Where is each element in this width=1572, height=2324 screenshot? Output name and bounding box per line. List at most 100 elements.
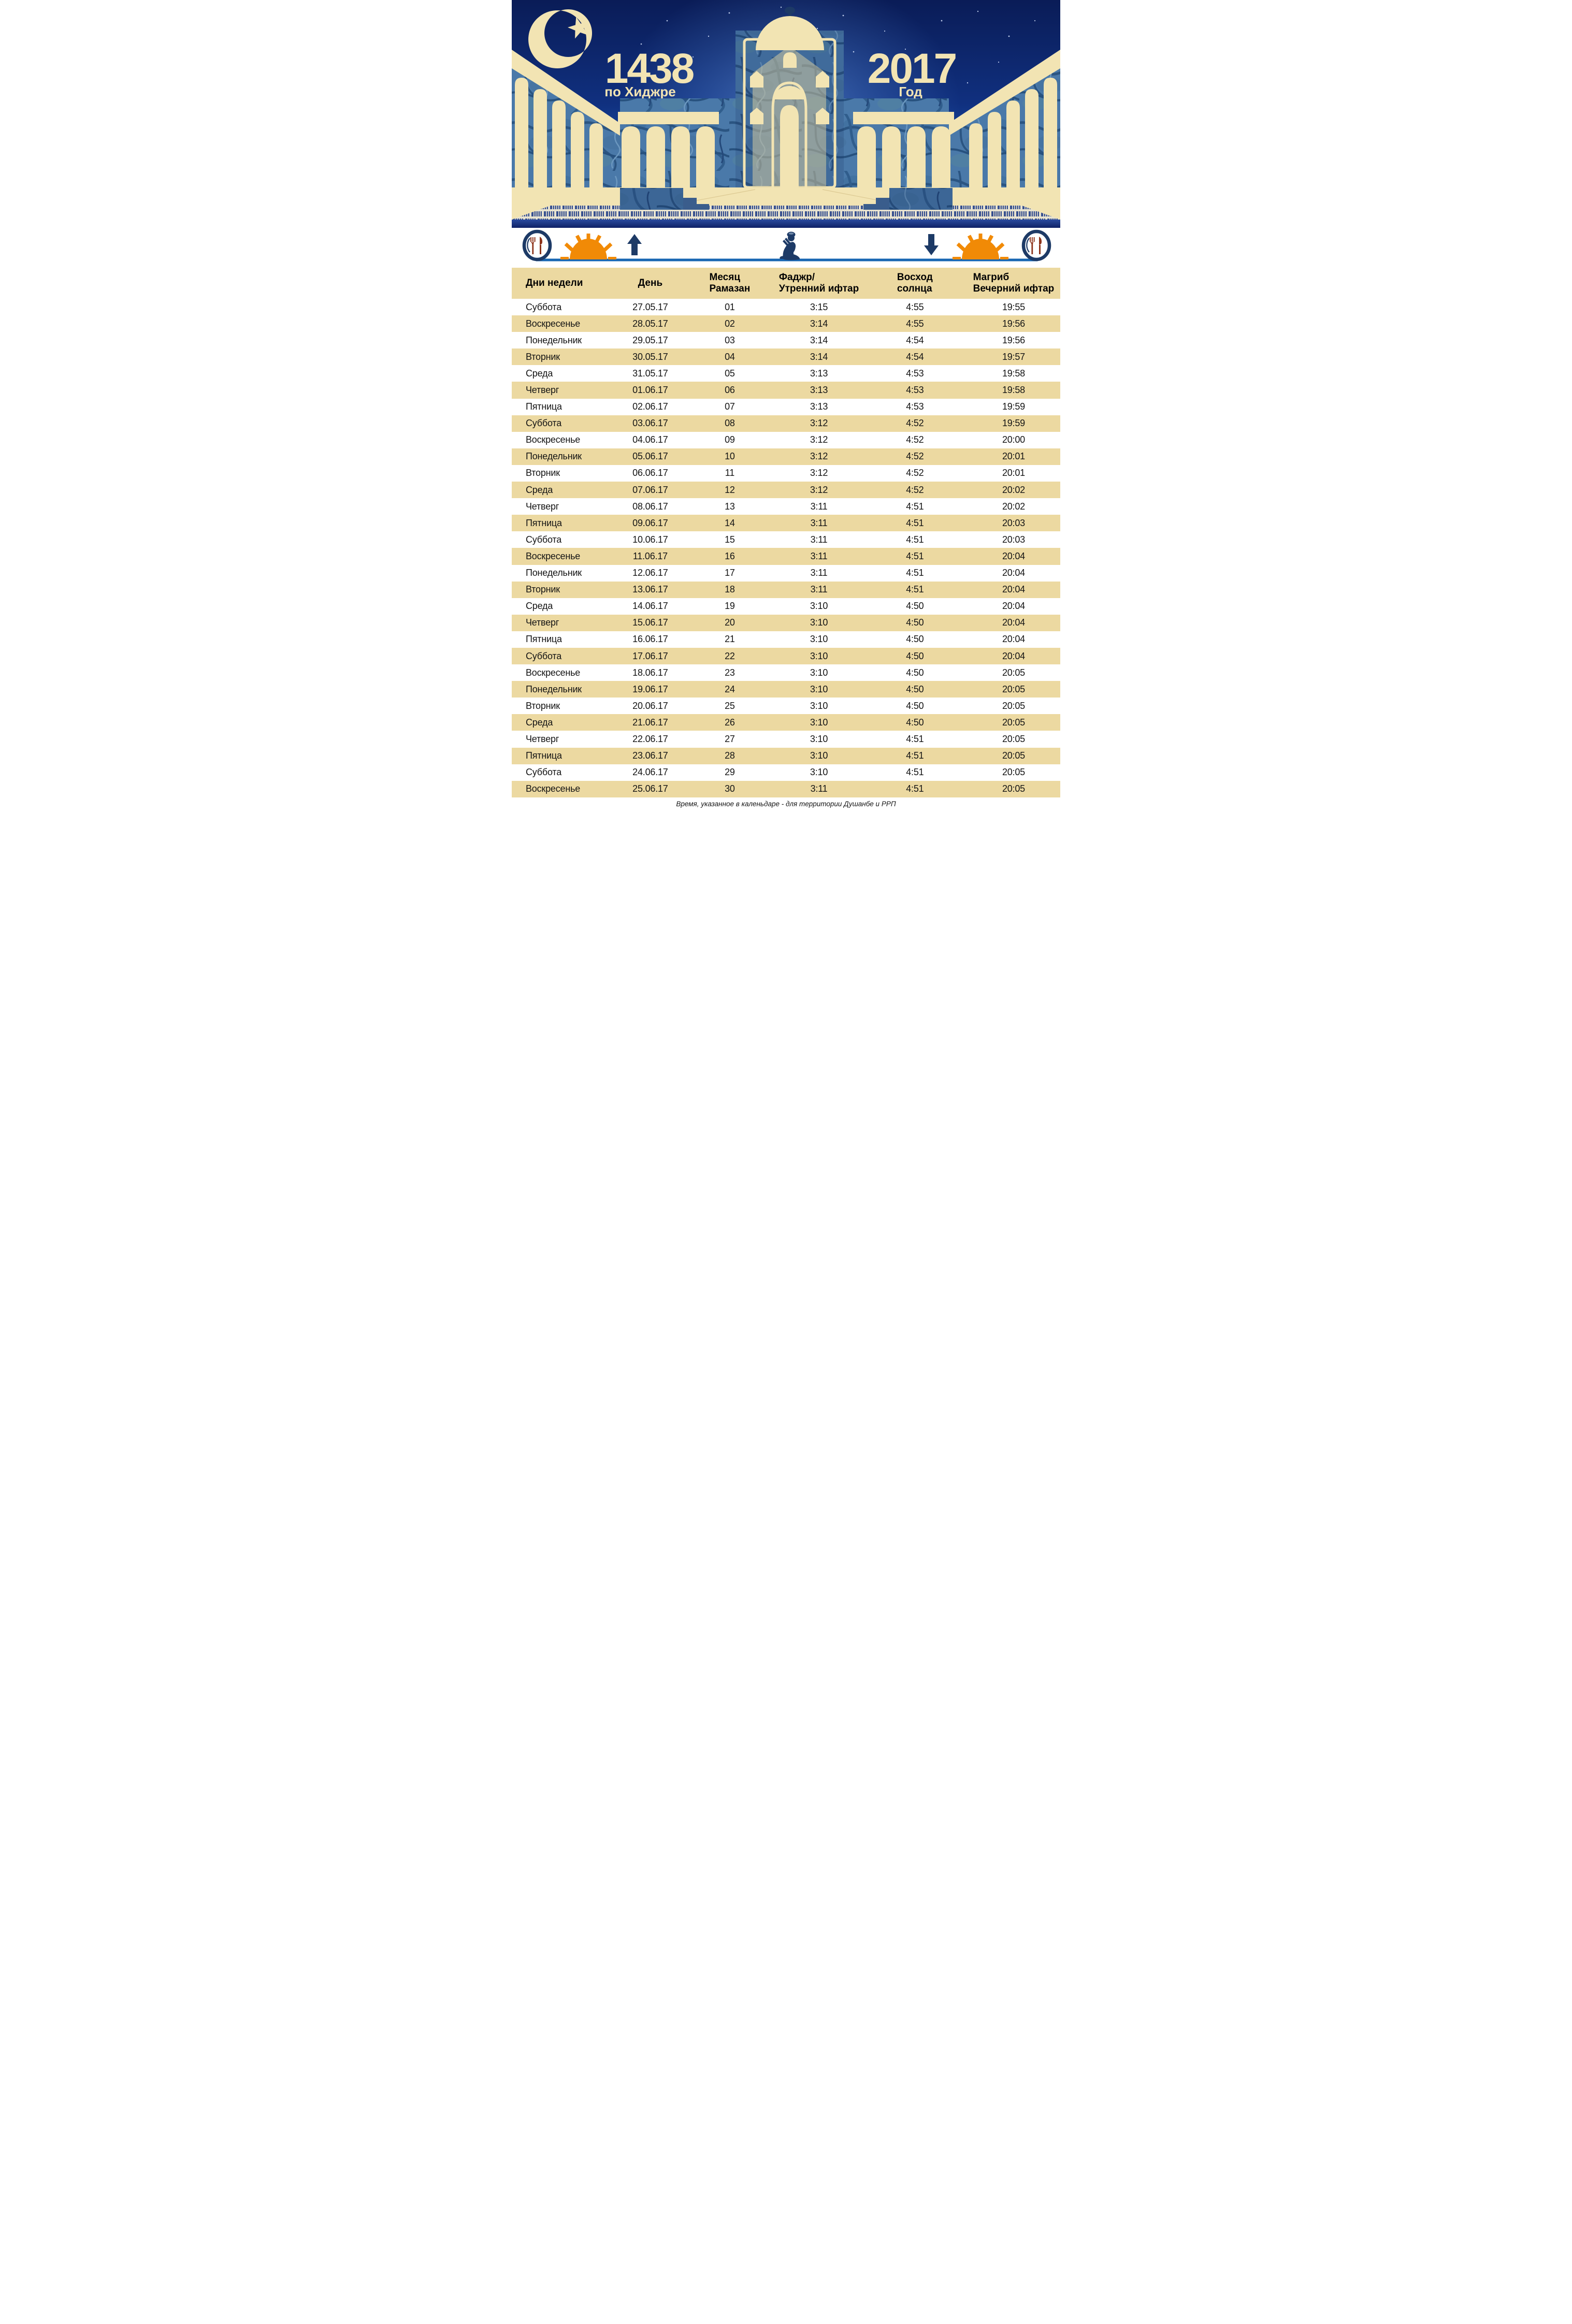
date-cell: 03.06.17 <box>632 418 668 429</box>
maghrib-cell: 19:58 <box>1002 368 1025 379</box>
table-row: Суббота 27.05.17 01 3:15 4:55 19:55 <box>512 299 1060 316</box>
maghrib-cell: 19:58 <box>1002 385 1025 396</box>
weekday-cell: Суббота <box>526 418 562 429</box>
weekday-cell: Вторник <box>526 351 560 362</box>
date-cell: 16.06.17 <box>632 634 668 645</box>
weekday-cell: Воскресенье <box>526 783 581 794</box>
date-cell: 07.06.17 <box>632 484 668 495</box>
maghrib-cell: 20:05 <box>1002 684 1025 694</box>
ramadan-day-cell: 22 <box>725 650 735 661</box>
date-cell: 10.06.17 <box>632 534 668 545</box>
weekday-cell: Среда <box>526 717 553 728</box>
table-row: Суббота 03.06.17 08 3:12 4:52 19:59 <box>512 415 1060 432</box>
fajr-cell: 3:14 <box>810 335 828 345</box>
maghrib-cell: 20:04 <box>1002 617 1025 628</box>
plate-fork-knife-icon <box>522 229 552 262</box>
ramadan-day-cell: 07 <box>725 401 735 412</box>
date-cell: 02.06.17 <box>632 401 668 412</box>
mosque-facade <box>735 31 844 190</box>
fajr-cell: 3:11 <box>810 517 828 528</box>
left-roof-band <box>512 50 620 136</box>
table-row: Воскресенье 04.06.17 09 3:12 4:52 20:00 <box>512 431 1060 448</box>
entrance-arch <box>771 81 807 190</box>
date-cell: 20.06.17 <box>632 700 668 711</box>
maghrib-cell: 20:05 <box>1002 733 1025 744</box>
maghrib-cell: 19:56 <box>1002 318 1025 329</box>
ramadan-day-cell: 23 <box>725 667 735 678</box>
weekday-cell: Четверг <box>526 501 559 512</box>
mosque-dome <box>756 16 824 50</box>
facade-window <box>750 71 763 88</box>
sunrise-cell: 4:51 <box>906 750 924 761</box>
weekday-cell: Вторник <box>526 584 560 595</box>
praying-person-icon <box>780 231 800 260</box>
date-cell: 17.06.17 <box>632 650 668 661</box>
facade-window <box>816 71 829 88</box>
knife-icon <box>540 237 543 254</box>
crescent-moon-icon <box>528 9 593 68</box>
weekday-cell: Пятница <box>526 517 562 528</box>
fajr-cell: 3:10 <box>810 717 828 728</box>
table-row: Среда 21.06.17 26 3:10 4:50 20:05 <box>512 714 1060 731</box>
maghrib-cell: 20:00 <box>1002 434 1025 445</box>
sunrise-cell: 4:50 <box>906 617 924 628</box>
sunrise-cell: 4:52 <box>906 418 924 429</box>
date-cell: 13.06.17 <box>632 584 668 595</box>
weekday-cell: Среда <box>526 601 553 612</box>
date-cell: 22.06.17 <box>632 733 668 744</box>
sunrise-cell: 4:51 <box>906 568 924 578</box>
ramadan-day-cell: 27 <box>725 733 735 744</box>
ramadan-day-cell: 19 <box>725 601 735 612</box>
maghrib-cell: 20:04 <box>1002 601 1025 612</box>
right-colonnade-arches <box>969 78 1057 187</box>
sunrise-sun-icon <box>560 234 616 259</box>
maghrib-cell: 19:57 <box>1002 351 1025 362</box>
mosque-night-illustration: 1438 по Хиджре 2017 Год <box>512 0 1060 229</box>
dome-finial <box>785 7 795 14</box>
maghrib-cell: 19:55 <box>1002 301 1025 312</box>
date-cell: 06.06.17 <box>632 468 668 478</box>
maghrib-cell: 20:05 <box>1002 717 1025 728</box>
maghrib-cell: 19:59 <box>1002 418 1025 429</box>
ramadan-day-cell: 29 <box>725 767 735 778</box>
fajr-cell: 3:11 <box>810 550 828 561</box>
table-row: Понедельник 19.06.17 24 3:10 4:50 20:05 <box>512 681 1060 698</box>
facade-window <box>750 108 763 124</box>
maghrib-cell: 20:05 <box>1002 767 1025 778</box>
column-header-maghrib: Магриб Вечерний ифтар <box>973 272 1055 294</box>
table-row: Воскресенье 28.05.17 02 3:14 4:55 19:56 <box>512 315 1060 332</box>
ramadan-day-cell: 11 <box>725 468 735 478</box>
fajr-cell: 3:15 <box>810 301 828 312</box>
weekday-cell: Понедельник <box>526 684 582 694</box>
gregorian-year: 2017 <box>868 45 956 92</box>
fajr-cell: 3:12 <box>810 468 828 478</box>
table-row: Пятница 02.06.17 07 3:13 4:53 19:59 <box>512 398 1060 415</box>
weekday-cell: Пятница <box>526 634 562 645</box>
star-icon <box>568 17 589 39</box>
table-row: Вторник 06.06.17 11 3:12 4:52 20:01 <box>512 464 1060 482</box>
table-row: Четверг 08.06.17 13 3:11 4:51 20:02 <box>512 498 1060 515</box>
sunrise-cell: 4:52 <box>906 484 924 495</box>
fajr-cell: 3:12 <box>810 451 828 462</box>
weekday-cell: Понедельник <box>526 335 582 345</box>
sunrise-cell: 4:53 <box>906 368 924 379</box>
fajr-cell: 3:14 <box>810 351 828 362</box>
date-cell: 19.06.17 <box>632 684 668 694</box>
ramadan-day-cell: 14 <box>725 517 735 528</box>
table-row: Понедельник 29.05.17 03 3:14 4:54 19:56 <box>512 332 1060 349</box>
maghrib-cell: 20:05 <box>1002 667 1025 678</box>
ramadan-day-cell: 16 <box>725 550 735 561</box>
ramadan-day-cell: 28 <box>725 750 735 761</box>
legend-band <box>512 229 1060 268</box>
maghrib-cell: 20:04 <box>1002 634 1025 645</box>
fajr-cell: 3:10 <box>810 700 828 711</box>
weekday-cell: Четверг <box>526 617 559 628</box>
base-strip <box>512 220 1060 228</box>
column-header-date: День <box>638 278 663 289</box>
plate-fork-knife-icon <box>1021 229 1051 262</box>
table-row: Пятница 23.06.17 28 3:10 4:51 20:05 <box>512 747 1060 764</box>
weekday-cell: Пятница <box>526 750 562 761</box>
fajr-cell: 3:12 <box>810 484 828 495</box>
fajr-cell: 3:10 <box>810 617 828 628</box>
table-row: Четверг 15.06.17 20 3:10 4:50 20:04 <box>512 614 1060 631</box>
